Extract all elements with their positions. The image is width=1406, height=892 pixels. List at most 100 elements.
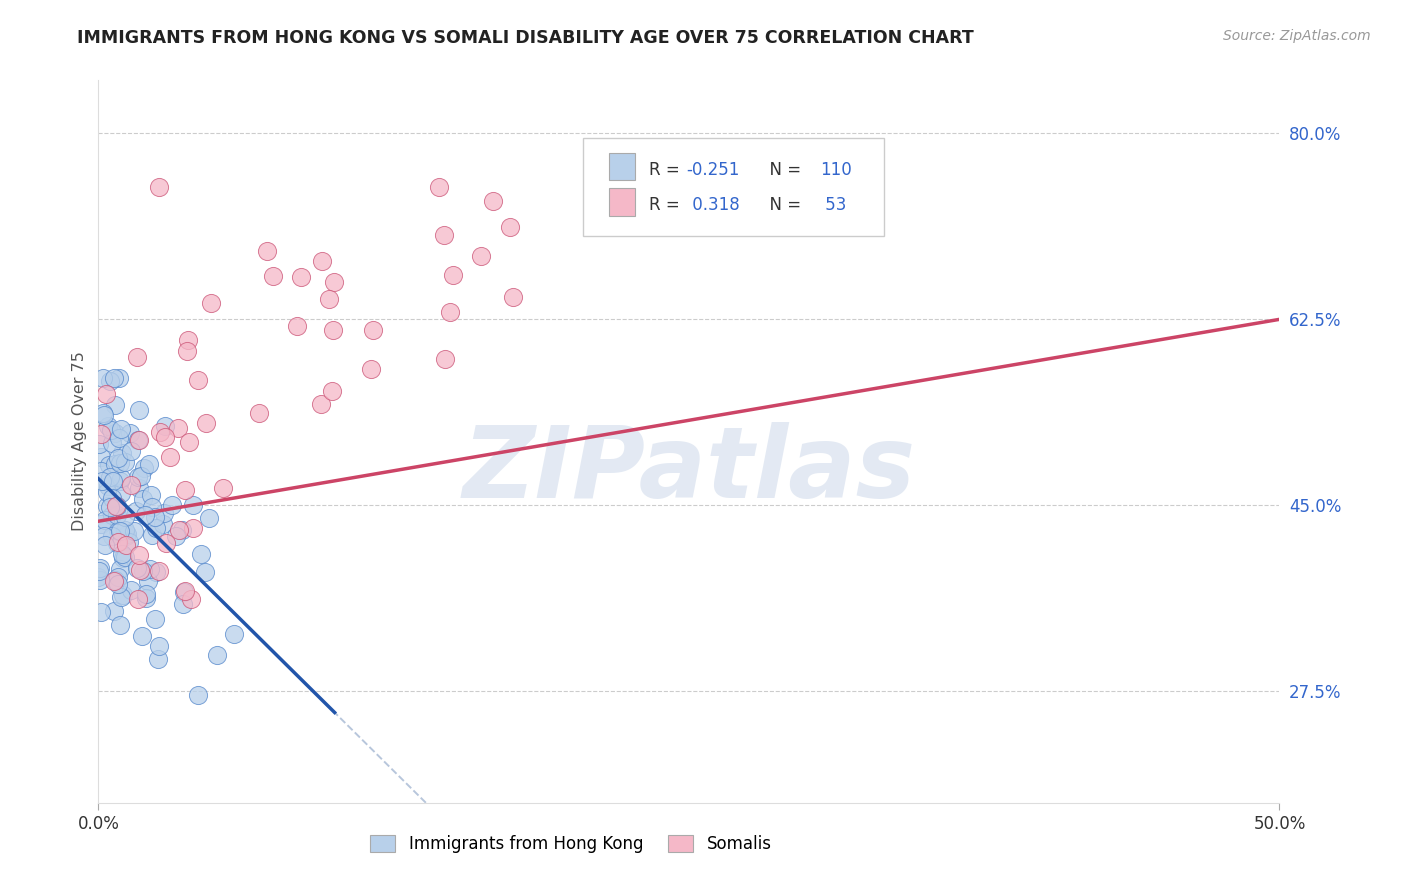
Point (107, 450, 129, 465)
Point (187, 688, 209, 702)
Point (103, 426, 125, 441)
Point (441, 268, 464, 282)
Point (131, 629, 153, 643)
Point (173, 585, 195, 599)
Text: R =: R = (648, 161, 685, 179)
Point (103, 574, 125, 588)
Point (108, 431, 131, 445)
Point (470, 249, 492, 263)
Point (194, 416, 217, 430)
Point (132, 492, 155, 507)
Point (323, 275, 346, 289)
Point (100, 424, 122, 438)
Point (117, 534, 139, 549)
Point (128, 402, 150, 417)
Point (262, 269, 284, 284)
Point (134, 508, 156, 522)
Point (136, 574, 159, 589)
Point (90, 464, 112, 478)
Point (128, 481, 150, 495)
Point (152, 517, 174, 532)
Point (110, 524, 132, 538)
Point (285, 318, 308, 333)
Point (104, 398, 127, 412)
Point (93, 409, 115, 423)
Point (96, 484, 118, 499)
Text: N =: N = (759, 196, 806, 214)
Point (103, 474, 125, 488)
Point (114, 550, 136, 565)
Point (97, 479, 120, 493)
Point (256, 244, 278, 258)
Point (190, 547, 212, 561)
Point (167, 524, 190, 538)
Point (120, 426, 142, 441)
Text: 0.318: 0.318 (686, 196, 740, 214)
Point (174, 483, 197, 497)
Point (127, 591, 149, 606)
Point (87, 570, 110, 584)
Text: ZIPatlas: ZIPatlas (463, 422, 915, 519)
Point (90, 474, 112, 488)
Point (107, 508, 129, 523)
Point (114, 455, 136, 469)
Point (434, 352, 457, 367)
Point (94, 538, 117, 552)
Point (107, 576, 129, 591)
Point (114, 510, 136, 524)
Text: -0.251: -0.251 (686, 161, 740, 179)
Point (114, 523, 136, 537)
Point (318, 293, 340, 307)
Point (141, 528, 163, 542)
Point (311, 253, 333, 268)
Point (100, 529, 122, 543)
Point (148, 564, 170, 578)
Point (146, 652, 169, 666)
Text: N =: N = (759, 161, 806, 179)
Point (93, 371, 115, 385)
Point (311, 397, 333, 411)
Point (181, 498, 204, 512)
Point (98, 469, 121, 483)
Point (172, 597, 194, 611)
Point (290, 270, 312, 285)
Point (105, 499, 128, 513)
Point (104, 573, 127, 587)
Point (499, 220, 522, 235)
Point (148, 640, 170, 654)
Point (482, 194, 505, 208)
Point (100, 508, 122, 522)
Point (181, 521, 204, 535)
Point (120, 444, 142, 458)
Point (205, 648, 228, 663)
Point (94, 386, 117, 401)
Point (141, 488, 163, 502)
Point (107, 570, 129, 584)
Point (145, 521, 167, 535)
Point (125, 503, 148, 517)
Point (197, 511, 219, 525)
Point (110, 456, 132, 470)
Point (89, 573, 111, 587)
FancyBboxPatch shape (609, 188, 634, 216)
Point (127, 434, 149, 448)
Point (97, 418, 120, 433)
Point (502, 289, 524, 303)
Point (155, 536, 177, 550)
Point (98, 458, 121, 472)
Point (127, 470, 149, 484)
Point (138, 457, 160, 471)
Point (110, 471, 132, 485)
Point (107, 499, 129, 513)
Point (135, 587, 157, 601)
Point (165, 529, 187, 543)
Text: R =: R = (648, 196, 685, 214)
Point (128, 434, 150, 448)
Point (211, 481, 233, 495)
Point (108, 617, 131, 632)
Point (187, 373, 209, 387)
Point (148, 179, 170, 194)
Point (155, 419, 177, 434)
Point (114, 529, 136, 543)
Point (89, 436, 111, 450)
